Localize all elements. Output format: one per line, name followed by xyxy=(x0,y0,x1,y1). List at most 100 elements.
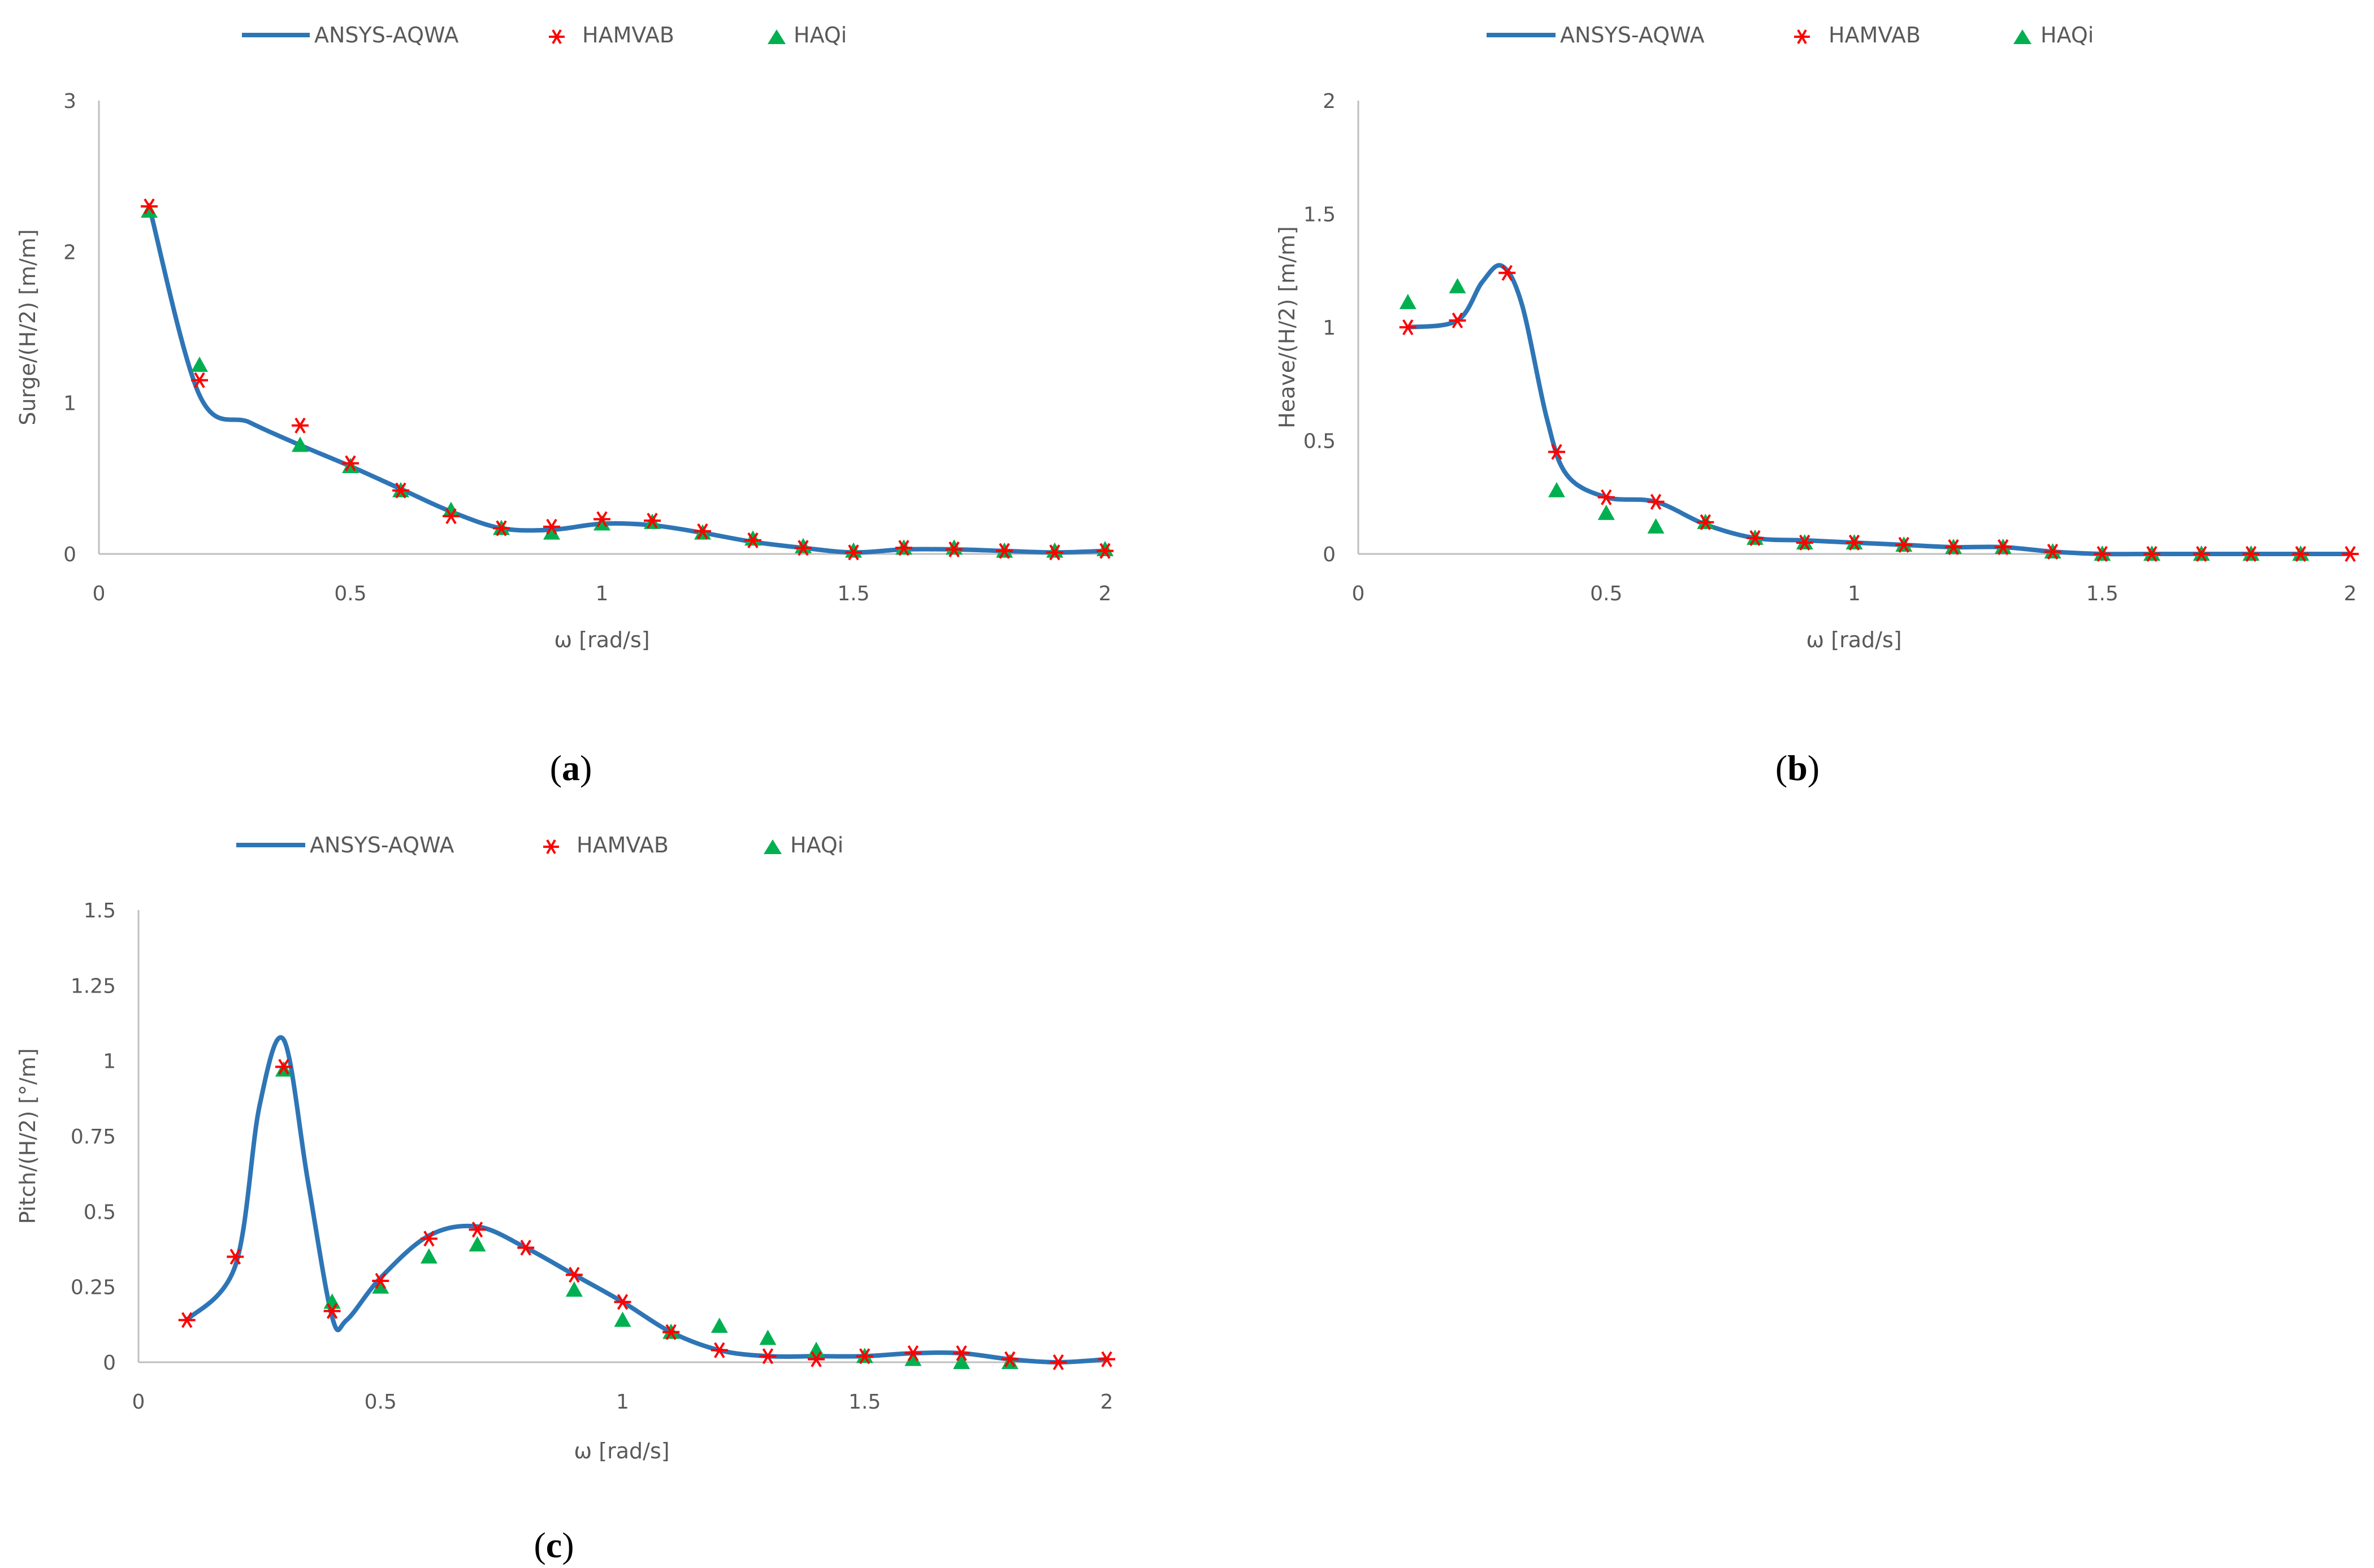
point-hamvab xyxy=(953,1345,971,1362)
point-haqi xyxy=(372,1278,389,1294)
point-hamvab xyxy=(808,1351,825,1367)
point-hamvab xyxy=(614,1294,631,1310)
x-tick-label: 2 xyxy=(1099,582,1112,605)
point-hamvab xyxy=(759,1348,777,1365)
point-hamvab xyxy=(895,540,912,556)
point-hamvab xyxy=(1046,544,1063,561)
y-tick-label: 1 xyxy=(63,392,76,415)
point-hamvab xyxy=(191,372,208,388)
point-hamvab xyxy=(1449,312,1466,329)
point-hamvab xyxy=(662,1324,680,1340)
point-hamvab xyxy=(2193,545,2210,562)
x-tick-label: 0.5 xyxy=(1590,582,1622,605)
point-haqi xyxy=(744,530,761,546)
point-hamvab xyxy=(1399,319,1416,336)
point-hamvab xyxy=(845,544,862,561)
point-hamvab xyxy=(2342,545,2359,562)
point-haqi xyxy=(845,542,862,558)
point-hamvab xyxy=(594,511,610,527)
point-hamvab xyxy=(996,543,1013,559)
legend-label-ansys: ANSYS-AQWA xyxy=(1560,23,1704,47)
legend-triangle-marker xyxy=(768,29,786,44)
point-hamvab xyxy=(323,1303,341,1319)
panel-a: ANSYS-AQWA HAMVAB HAQi 0 0.5 1 1.5 2 0 1 2 3 ω [… xyxy=(15,23,1114,788)
point-hamvab xyxy=(1548,444,1565,460)
caption-c: (c) xyxy=(534,1525,574,1565)
legend-a: ANSYS-AQWA HAMVAB HAQi xyxy=(242,23,847,47)
point-haqi xyxy=(953,1354,971,1369)
x-tick-label: 0 xyxy=(93,582,106,605)
x-tick-label: 1.5 xyxy=(2086,582,2119,605)
point-haqi xyxy=(443,501,460,517)
point-haqi xyxy=(1399,293,1416,309)
point-hamvab xyxy=(275,1059,292,1075)
x-tick-label: 2 xyxy=(1101,1391,1114,1414)
point-hamvab xyxy=(946,541,963,558)
point-haqi xyxy=(1597,504,1615,520)
panel-b: ANSYS-AQWA HAMVAB HAQi 0 0.5 1 1.5 2 0 0.5 1 1.5… xyxy=(1275,23,2359,788)
point-hamvab xyxy=(1697,514,1714,530)
point-haqi xyxy=(711,1318,728,1333)
point-hamvab xyxy=(420,1231,437,1247)
y-axis-label: Pitch/(H/2) [°/m] xyxy=(15,1048,40,1224)
point-hamvab xyxy=(227,1249,244,1265)
point-haqi xyxy=(946,539,963,555)
legend-c: ANSYS-AQWA HAMVAB HAQi xyxy=(236,833,843,857)
y-tick-label: 0.5 xyxy=(84,1201,116,1224)
point-haqi xyxy=(565,1281,583,1297)
y-tick-label: 1.5 xyxy=(1303,203,1336,227)
y-tick-label: 0.5 xyxy=(1303,430,1336,453)
point-hamvab xyxy=(1747,530,1764,546)
y-tick-label: 0.75 xyxy=(71,1125,116,1149)
point-haqi xyxy=(1647,518,1665,534)
point-hamvab xyxy=(292,417,309,434)
x-axis-label: ω [rad/s] xyxy=(1806,627,1901,652)
point-hamvab xyxy=(543,518,560,535)
point-hamvab xyxy=(1098,1351,1115,1367)
point-hamvab xyxy=(904,1345,922,1362)
legend-label-ansys: ANSYS-AQWA xyxy=(310,833,454,857)
point-hamvab xyxy=(1796,534,1813,551)
point-hamvab xyxy=(1895,536,1913,553)
y-tick-label: 1.5 xyxy=(84,899,116,922)
point-hamvab xyxy=(1647,493,1665,510)
y-tick-label: 2 xyxy=(1323,90,1336,113)
x-tick-label: 1 xyxy=(616,1391,629,1414)
caption-letter: c xyxy=(546,1525,562,1565)
caption-letter: a xyxy=(562,748,580,788)
point-haqi xyxy=(1449,278,1466,293)
point-hamvab xyxy=(443,508,460,525)
point-hamvab xyxy=(392,482,409,499)
series-line-ansys-aqwa xyxy=(147,204,1107,555)
y-axis-label: Surge/(H/2) [m/m] xyxy=(15,229,40,425)
point-haqi xyxy=(469,1236,486,1251)
x-axis-label: ω [rad/s] xyxy=(554,627,649,652)
y-tick-label: 0 xyxy=(1323,543,1336,566)
point-hamvab xyxy=(141,198,158,215)
point-hamvab xyxy=(1846,534,1863,551)
x-tick-label: 1 xyxy=(596,582,609,605)
point-hamvab xyxy=(565,1267,583,1283)
plot-area-c: 0 0.5 1 1.5 2 0 0.25 0.5 0.75 1 1.25 1.5 xyxy=(71,899,1115,1414)
legend-star-marker xyxy=(549,29,565,45)
point-haqi xyxy=(904,1350,922,1366)
y-tick-label: 1.25 xyxy=(71,974,116,998)
x-tick-label: 0 xyxy=(1352,582,1365,605)
caption-letter: b xyxy=(1787,748,1808,788)
x-tick-label: 1 xyxy=(1848,582,1861,605)
point-haqi xyxy=(1097,540,1114,556)
y-tick-label: 0 xyxy=(103,1352,116,1375)
point-hamvab xyxy=(2292,545,2310,562)
x-tick-label: 2 xyxy=(2344,582,2357,605)
point-haqi xyxy=(420,1248,437,1264)
point-haqi xyxy=(191,356,208,372)
y-tick-label: 0.25 xyxy=(71,1276,116,1300)
y-tick-label: 1 xyxy=(103,1050,116,1073)
legend-triangle-marker xyxy=(764,839,782,854)
point-hamvab xyxy=(795,540,812,556)
point-hamvab xyxy=(856,1348,873,1365)
y-axis-label: Heave/(H/2) [m/m] xyxy=(1275,226,1299,428)
point-hamvab xyxy=(2242,545,2260,562)
legend-label-hamvab: HAMVAB xyxy=(582,23,674,47)
